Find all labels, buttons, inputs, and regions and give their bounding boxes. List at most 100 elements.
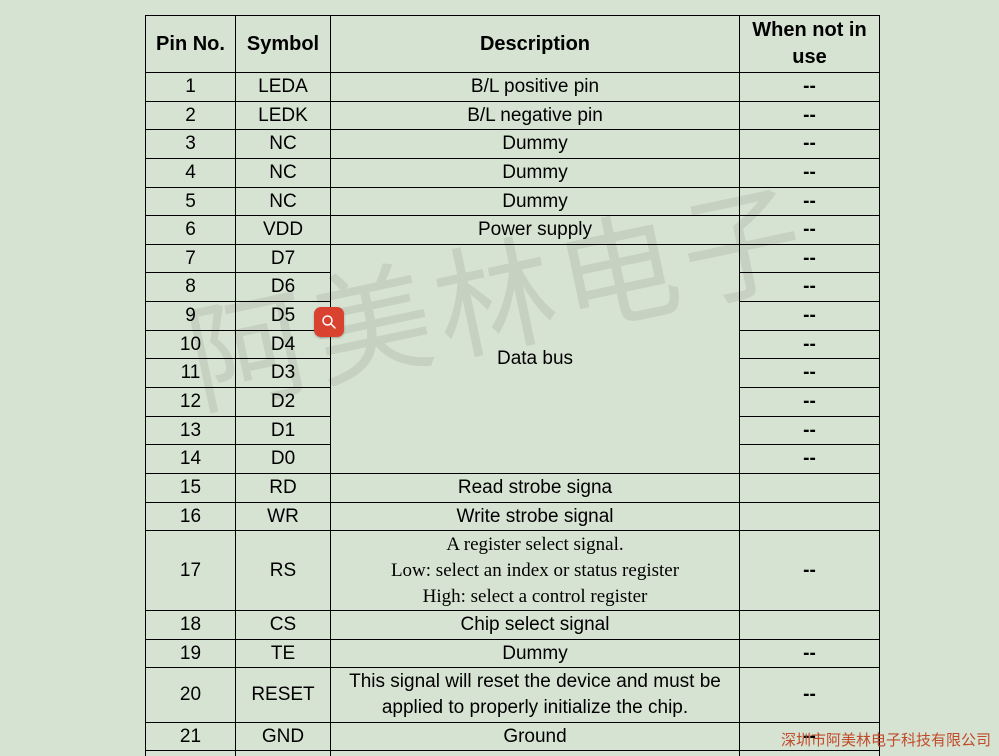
cell-desc: B/L negative pin	[331, 101, 740, 130]
th-when: When not in use	[740, 16, 880, 73]
cell-when: --	[740, 359, 880, 388]
th-symbol: Symbol	[236, 16, 331, 73]
cell-when: --	[740, 639, 880, 668]
table-row: 21GNDGround--	[146, 722, 880, 751]
cell-desc: Chip select signal	[331, 611, 740, 640]
cell-pin: 16	[146, 502, 236, 531]
table-row: 1LEDAB/L positive pin--	[146, 73, 880, 102]
cell-desc: Power supply	[331, 216, 740, 245]
table-row: 16WRWrite strobe signal	[146, 502, 880, 531]
cell-pin: 15	[146, 473, 236, 502]
table-row: 19TEDummy--	[146, 639, 880, 668]
cell-when	[740, 502, 880, 531]
cell-pin: 12	[146, 388, 236, 417]
pin-table: Pin No. Symbol Description When not in u…	[145, 15, 880, 756]
th-desc: Description	[331, 16, 740, 73]
cell-symbol: TE	[236, 639, 331, 668]
footer-company-text: 深圳市阿美林电子科技有限公司	[781, 729, 991, 750]
cell-symbol: NC	[236, 130, 331, 159]
cell-when: --	[740, 330, 880, 359]
cell-symbol: RD	[236, 473, 331, 502]
cell-pin: 1	[146, 73, 236, 102]
cell-pin: 20	[146, 668, 236, 722]
cell-when: --	[740, 216, 880, 245]
magnifier-icon[interactable]	[314, 307, 344, 337]
cell-pin: 11	[146, 359, 236, 388]
cell-pin: 19	[146, 639, 236, 668]
cell-desc: Write strobe signal	[331, 502, 740, 531]
cell-symbol: D3	[236, 359, 331, 388]
cell-when	[740, 473, 880, 502]
table-row: 22GNDGround--	[146, 751, 880, 756]
cell-desc: Ground	[331, 722, 740, 751]
table-row: 17RSA register select signal. Low: selec…	[146, 531, 880, 611]
table-row: 5NCDummy--	[146, 187, 880, 216]
cell-symbol: RESET	[236, 668, 331, 722]
table-header-row: Pin No. Symbol Description When not in u…	[146, 16, 880, 73]
cell-pin: 14	[146, 445, 236, 474]
cell-when: --	[740, 158, 880, 187]
cell-when: --	[740, 531, 880, 611]
table-row: 4NCDummy--	[146, 158, 880, 187]
cell-when: --	[740, 273, 880, 302]
cell-desc: Ground	[331, 751, 740, 756]
cell-symbol: NC	[236, 187, 331, 216]
cell-pin: 22	[146, 751, 236, 756]
table-row: 7D7Data bus--	[146, 244, 880, 273]
cell-symbol: GND	[236, 751, 331, 756]
cell-pin: 8	[146, 273, 236, 302]
cell-desc: Dummy	[331, 158, 740, 187]
cell-pin: 18	[146, 611, 236, 640]
cell-desc-databus: Data bus	[331, 244, 740, 473]
cell-desc: B/L positive pin	[331, 73, 740, 102]
cell-when: --	[740, 187, 880, 216]
cell-pin: 13	[146, 416, 236, 445]
cell-when: --	[740, 416, 880, 445]
table-row: 15RDRead strobe signa	[146, 473, 880, 502]
cell-when: --	[740, 388, 880, 417]
pin-table-wrap: Pin No. Symbol Description When not in u…	[145, 15, 880, 756]
cell-when: --	[740, 751, 880, 756]
cell-symbol: D1	[236, 416, 331, 445]
cell-desc: Dummy	[331, 130, 740, 159]
table-row: 20RESETThis signal will reset the device…	[146, 668, 880, 722]
cell-desc: A register select signal. Low: select an…	[331, 531, 740, 611]
cell-symbol: NC	[236, 158, 331, 187]
cell-symbol: CS	[236, 611, 331, 640]
cell-desc: Dummy	[331, 639, 740, 668]
cell-when: --	[740, 73, 880, 102]
cell-symbol: D2	[236, 388, 331, 417]
th-pin: Pin No.	[146, 16, 236, 73]
cell-pin: 3	[146, 130, 236, 159]
cell-when: --	[740, 302, 880, 331]
cell-symbol: GND	[236, 722, 331, 751]
cell-desc: Read strobe signa	[331, 473, 740, 502]
table-row: 3NCDummy--	[146, 130, 880, 159]
cell-symbol: D0	[236, 445, 331, 474]
table-row: 2LEDKB/L negative pin--	[146, 101, 880, 130]
cell-pin: 21	[146, 722, 236, 751]
cell-when: --	[740, 130, 880, 159]
cell-symbol: LEDA	[236, 73, 331, 102]
cell-when: --	[740, 445, 880, 474]
cell-symbol: VDD	[236, 216, 331, 245]
cell-pin: 5	[146, 187, 236, 216]
cell-symbol: RS	[236, 531, 331, 611]
cell-symbol: LEDK	[236, 101, 331, 130]
cell-symbol: WR	[236, 502, 331, 531]
cell-symbol: D6	[236, 273, 331, 302]
cell-desc: This signal will reset the device and mu…	[331, 668, 740, 722]
cell-when: --	[740, 668, 880, 722]
cell-when: --	[740, 101, 880, 130]
cell-pin: 7	[146, 244, 236, 273]
cell-pin: 4	[146, 158, 236, 187]
cell-pin: 6	[146, 216, 236, 245]
cell-pin: 9	[146, 302, 236, 331]
table-row: 18CSChip select signal	[146, 611, 880, 640]
cell-when	[740, 611, 880, 640]
cell-symbol: D7	[236, 244, 331, 273]
cell-pin: 17	[146, 531, 236, 611]
cell-pin: 10	[146, 330, 236, 359]
cell-when: --	[740, 244, 880, 273]
cell-desc: Dummy	[331, 187, 740, 216]
